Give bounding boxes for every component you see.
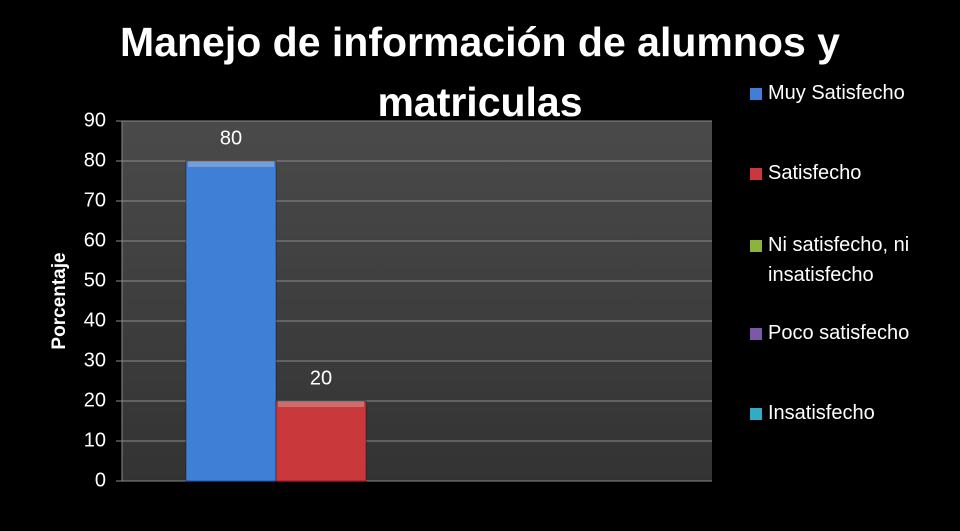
data-label: 20 bbox=[310, 367, 332, 389]
y-tick-label: 50 bbox=[84, 269, 106, 291]
y-tick-label: 90 bbox=[84, 109, 106, 131]
legend-label: Satisfecho bbox=[768, 162, 862, 184]
y-tick-label: 80 bbox=[84, 149, 106, 171]
y-tick-label: 70 bbox=[84, 189, 106, 211]
legend-swatch bbox=[750, 408, 762, 420]
y-tick-label: 30 bbox=[84, 349, 106, 371]
legend-swatch bbox=[750, 88, 762, 100]
legend-swatch bbox=[750, 168, 762, 180]
bar bbox=[185, 160, 277, 482]
legend-entry: Muy Satisfecho bbox=[748, 78, 953, 108]
bar bbox=[275, 400, 367, 482]
legend-entry: Poco satisfecho bbox=[748, 318, 953, 348]
legend-entry: Satisfecho bbox=[748, 158, 953, 188]
y-tick-label: 10 bbox=[84, 429, 106, 451]
legend-swatch bbox=[750, 240, 762, 252]
chart-title: Manejo de información de alumnos y matri… bbox=[120, 19, 840, 125]
bar-highlight bbox=[278, 401, 364, 407]
data-label: 80 bbox=[220, 127, 242, 149]
bar-highlight bbox=[188, 161, 274, 167]
y-tick-label: 0 bbox=[95, 469, 106, 491]
legend-entry: Ni satisfecho, ni insatisfecho bbox=[748, 230, 953, 290]
legend-swatch bbox=[750, 328, 762, 340]
y-tick-label: 60 bbox=[84, 229, 106, 251]
legend-label: Poco satisfecho bbox=[768, 322, 910, 344]
legend-label: Ni satisfecho, ni insatisfecho bbox=[768, 234, 910, 286]
legend-label: Insatisfecho bbox=[768, 402, 875, 424]
y-tick-label: 20 bbox=[84, 389, 106, 411]
legend-entry: Insatisfecho bbox=[748, 398, 953, 428]
y-axis-label: Porcentaje bbox=[49, 252, 70, 349]
y-tick-label: 40 bbox=[84, 309, 106, 331]
legend-label: Muy Satisfecho bbox=[768, 82, 905, 104]
